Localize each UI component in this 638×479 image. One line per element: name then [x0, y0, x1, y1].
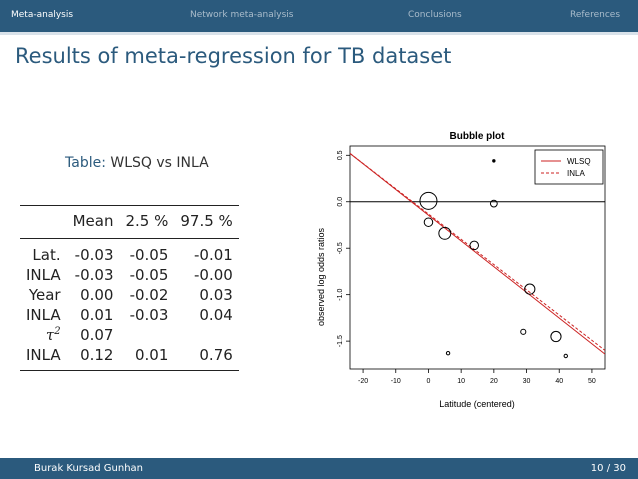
table-cell: 0.04 — [199, 306, 233, 324]
nav-conclusions[interactable]: Conclusions — [408, 10, 462, 20]
x-tick-label: 20 — [490, 378, 498, 385]
y-tick-label: 0.5 — [337, 150, 344, 160]
legend-label: INLA — [567, 169, 585, 178]
table-header-cell: 2.5 % — [119, 205, 175, 239]
bubble-point — [550, 330, 562, 343]
table-cell: 0.00 — [80, 286, 114, 304]
x-tick-label: 40 — [555, 378, 563, 385]
table-cell: 0.76 — [174, 345, 239, 371]
nav-references[interactable]: References — [570, 10, 621, 20]
chart-plot-area: -20 -10 0 10 20 30 40 50 -1.5 -1.0 -0.5 0.0 0.5 WLSQ I… — [337, 145, 606, 385]
results-table: Mean 2.5 % 97.5 % Lat. -0.03 -0.05 -0.01… — [20, 205, 239, 371]
x-tick-label: 10 — [457, 378, 465, 385]
row-label: INLA — [26, 266, 61, 284]
table-cell: 0.07 — [80, 326, 114, 344]
bubble-plot-chart: Bubble plot observed log odds ratios Lat… — [316, 131, 606, 409]
y-tick-label: -1.0 — [337, 289, 344, 301]
table-header-cell — [20, 205, 67, 239]
bubble-point — [563, 353, 568, 359]
table-cell — [174, 325, 238, 345]
row-label: INLA — [26, 306, 61, 324]
row-label: Lat. — [32, 246, 61, 264]
navigation-bar: Meta-analysis Network meta-analysis Conc… — [0, 0, 638, 35]
bubble-point — [469, 240, 479, 251]
table-cell: -0.03 — [129, 306, 169, 324]
y-tick-label: -1.5 — [337, 335, 344, 347]
row-label: Year — [28, 286, 61, 304]
nav-meta-analysis[interactable]: Meta-analysis — [11, 10, 74, 20]
bubble-point — [492, 159, 496, 163]
bubble-point — [423, 217, 434, 227]
table-cell: -0.02 — [129, 286, 169, 304]
legend-label: WLSQ — [567, 157, 591, 166]
nav-network-meta-analysis[interactable]: Network meta-analysis — [190, 10, 294, 20]
table-row: Lat. -0.03 -0.05 -0.01 — [20, 239, 239, 266]
table-row: τ2 0.07 — [20, 325, 239, 345]
chart-title: Bubble plot — [450, 131, 506, 142]
bubble-point — [419, 191, 438, 210]
x-tick-label: 30 — [523, 378, 531, 385]
table-cell: -0.00 — [193, 266, 233, 284]
table-cell: 0.01 — [119, 345, 175, 371]
table-row: INLA -0.03 -0.05 -0.00 — [20, 265, 239, 285]
bubble-point — [520, 328, 527, 335]
bubble-point — [524, 283, 536, 295]
table-caption-text: WLSQ vs INLA — [110, 155, 209, 171]
table-cell: 0.03 — [199, 286, 233, 304]
bubble-point — [489, 199, 498, 208]
row-label: INLA — [20, 345, 67, 371]
table-header-row: Mean 2.5 % 97.5 % — [20, 205, 239, 239]
y-tick-label: 0.0 — [337, 197, 344, 207]
table-cell: -0.03 — [74, 266, 114, 284]
table-cell: 0.12 — [66, 345, 120, 371]
x-tick-label: 0 — [427, 378, 431, 385]
bubble-point — [438, 226, 452, 240]
table-header-cell: Mean — [66, 205, 120, 239]
regression-line-wlsq — [350, 153, 605, 355]
table-row: Year 0.00 -0.02 0.03 — [20, 285, 239, 305]
page-total: 30 — [613, 463, 626, 474]
table-caption-label: Table: — [65, 155, 106, 171]
table-cell: -0.03 — [74, 246, 114, 264]
x-tick-label: 50 — [588, 378, 596, 385]
legend-box — [534, 149, 604, 185]
chart-y-axis-label: observed log odds ratios — [316, 227, 326, 326]
y-tick-label: -0.5 — [337, 242, 344, 254]
footer-bar: Burak Kursad Gunhan 10 / 30 — [0, 458, 638, 479]
footer-author: Burak Kursad Gunhan — [34, 463, 144, 474]
bubble-point — [445, 351, 451, 356]
slide-title: Results of meta-regression for TB datase… — [15, 44, 452, 68]
table-cell: -0.05 — [129, 266, 169, 284]
table-cell: 0.01 — [80, 306, 114, 324]
table-cell: -0.01 — [193, 246, 233, 264]
tau-exponent: 2 — [54, 326, 61, 337]
nav-divider — [0, 32, 638, 35]
table-cell — [119, 325, 174, 345]
page-separator: / — [603, 463, 614, 474]
table-header-cell: 97.5 % — [174, 205, 239, 239]
chart-x-axis-label: Latitude (centered) — [439, 399, 515, 409]
plot-frame — [349, 145, 606, 370]
table-cell: -0.05 — [129, 246, 169, 264]
regression-line-inla — [350, 153, 605, 351]
page-current: 10 — [590, 463, 604, 474]
footer-page-number: 10 / 30 — [591, 463, 626, 474]
x-tick-label: -10 — [391, 378, 401, 385]
row-label-tau-squared: τ2 — [45, 326, 61, 344]
table-row: INLA 0.12 0.01 0.76 — [20, 345, 239, 371]
x-tick-label: -20 — [358, 378, 368, 385]
table-caption: Table: WLSQ vs INLA — [65, 155, 209, 171]
table-row: INLA 0.01 -0.03 0.04 — [20, 305, 239, 325]
